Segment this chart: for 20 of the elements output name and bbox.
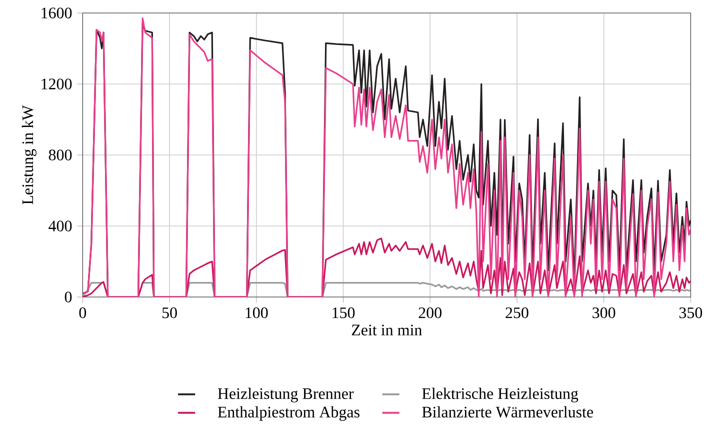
line-series — [82, 238, 691, 297]
legend-label: Elektrische Heizleistung — [422, 388, 578, 402]
legend-label: Bilanzierte Wärmeverluste — [422, 406, 594, 418]
x-axis-title: Zeit in min — [352, 324, 422, 336]
legend-label: Enthalpiestrom Abgas — [218, 406, 360, 421]
x-tick-label: 100 — [246, 307, 268, 318]
x-tick-label: 250 — [506, 307, 528, 318]
y-tick-label: 400 — [48, 220, 72, 232]
x-tick-label: 350 — [679, 307, 702, 318]
x-tick-label: 0 — [79, 307, 86, 318]
y-axis-title: Leistung in kW — [22, 105, 36, 204]
y-tick-label: 0 — [64, 292, 72, 302]
y-tick-label: 1600 — [42, 8, 72, 18]
x-tick-label: 150 — [332, 307, 355, 318]
x-tick-label: 200 — [418, 307, 442, 318]
legend-label: Heizleistung Brenner — [218, 388, 354, 402]
y-tick-label: 800 — [48, 150, 72, 160]
y-tick-label: 1200 — [42, 78, 72, 90]
x-tick-label: 50 — [162, 307, 177, 318]
x-tick-label: 300 — [592, 307, 616, 318]
